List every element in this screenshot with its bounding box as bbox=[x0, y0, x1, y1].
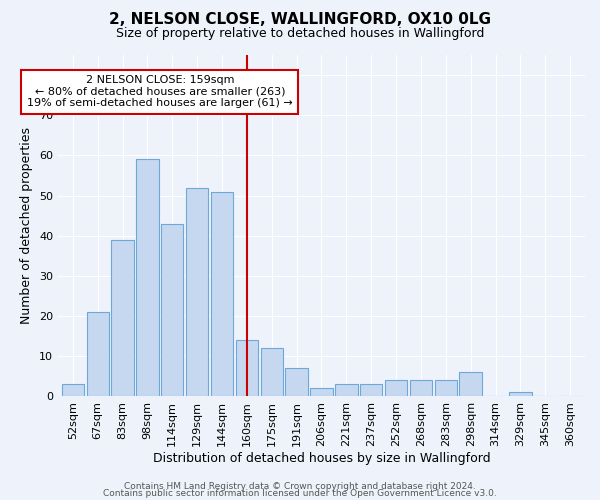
Bar bbox=[260, 348, 283, 397]
Bar bbox=[112, 240, 134, 396]
Y-axis label: Number of detached properties: Number of detached properties bbox=[20, 127, 34, 324]
Bar bbox=[335, 384, 358, 396]
Bar bbox=[460, 372, 482, 396]
Bar bbox=[136, 160, 158, 396]
X-axis label: Distribution of detached houses by size in Wallingford: Distribution of detached houses by size … bbox=[152, 452, 490, 465]
Bar bbox=[161, 224, 184, 396]
Bar bbox=[286, 368, 308, 396]
Bar bbox=[509, 392, 532, 396]
Bar bbox=[236, 340, 258, 396]
Text: Contains HM Land Registry data © Crown copyright and database right 2024.: Contains HM Land Registry data © Crown c… bbox=[124, 482, 476, 491]
Text: Contains public sector information licensed under the Open Government Licence v3: Contains public sector information licen… bbox=[103, 489, 497, 498]
Bar bbox=[186, 188, 208, 396]
Text: Size of property relative to detached houses in Wallingford: Size of property relative to detached ho… bbox=[116, 28, 484, 40]
Bar bbox=[360, 384, 382, 396]
Bar bbox=[410, 380, 432, 396]
Bar bbox=[434, 380, 457, 396]
Bar bbox=[62, 384, 84, 396]
Bar bbox=[86, 312, 109, 396]
Bar bbox=[385, 380, 407, 396]
Bar bbox=[211, 192, 233, 396]
Bar bbox=[310, 388, 332, 396]
Text: 2 NELSON CLOSE: 159sqm
← 80% of detached houses are smaller (263)
19% of semi-de: 2 NELSON CLOSE: 159sqm ← 80% of detached… bbox=[27, 75, 293, 108]
Text: 2, NELSON CLOSE, WALLINGFORD, OX10 0LG: 2, NELSON CLOSE, WALLINGFORD, OX10 0LG bbox=[109, 12, 491, 28]
